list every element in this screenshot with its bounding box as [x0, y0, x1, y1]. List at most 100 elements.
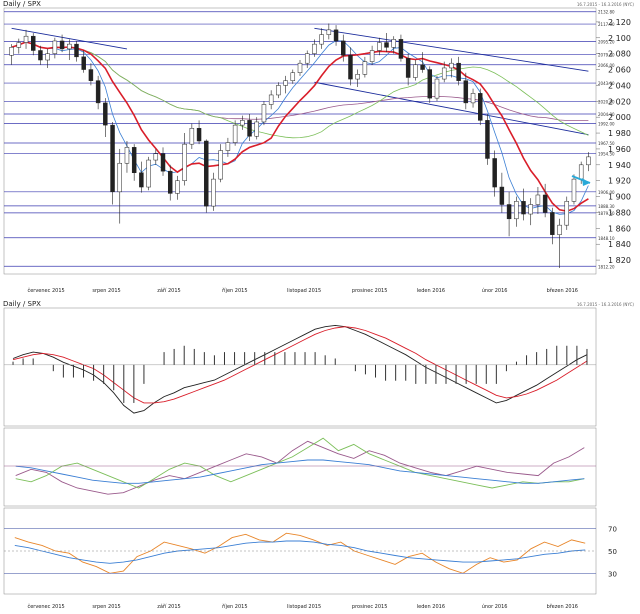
price-level-label: 2132.80: [598, 10, 615, 15]
candle-body: [405, 58, 411, 78]
price-level-label: 1954.50: [598, 151, 615, 156]
y-tick-label: 1 920: [608, 177, 631, 186]
x-axis-month-label: červenec 2015: [27, 287, 64, 294]
candle-body: [550, 212, 555, 235]
price-level-label: 2079.00: [598, 52, 615, 57]
candle-body: [528, 204, 533, 215]
price-level-label: 2043.00: [598, 81, 615, 86]
chart-date-range: 16.7.2015 - 16.3.2016 (NYC): [576, 2, 634, 7]
candle-body: [319, 34, 324, 45]
price-level-label: 2095.20: [598, 40, 615, 45]
candle-body: [427, 69, 433, 99]
candle-body: [449, 62, 454, 69]
candle-body: [240, 120, 245, 126]
y-tick-label: 1 880: [608, 208, 631, 217]
indicator-chart[interactable]: 70 50 30 červenec 2015 srpen 2015 září 2015 ř…: [0, 304, 640, 614]
candle-body: [463, 80, 469, 104]
candle-body: [485, 120, 490, 159]
x-axis-month-label: srpen 2015: [92, 288, 120, 294]
candle-body: [341, 40, 346, 56]
candle-body: [441, 67, 447, 80]
indicator-x-axis-month-label: leden 2016: [417, 604, 445, 610]
y-tick-label: 1 860: [608, 224, 631, 233]
price-level-label: 1879.50: [598, 211, 615, 216]
ma-fast-line: [11, 41, 589, 213]
price-level-label: 2020.00: [598, 99, 615, 104]
price-level-label: 1906.00: [598, 190, 615, 195]
indicator-x-axis-month-label: únor 2016: [482, 603, 508, 610]
candle-body: [557, 224, 562, 235]
candle-body: [470, 93, 476, 104]
candle-body: [117, 162, 122, 193]
candle-body: [23, 35, 29, 43]
trend-line-upper-2: [314, 27, 589, 72]
candle-body: [88, 69, 94, 81]
candle-body: [59, 40, 65, 50]
candle-body: [153, 153, 159, 161]
y-tick-label: 2 000: [608, 113, 631, 122]
indicator-x-axis-month-label: červenec 2015: [27, 603, 64, 610]
indicator-x-axis-month-label: listopad 2015: [287, 604, 321, 610]
candle-body: [542, 194, 548, 213]
candle-body: [420, 64, 425, 70]
candle-body: [232, 124, 238, 143]
candle-body: [304, 53, 310, 64]
y-tick-label: 2 060: [608, 66, 631, 75]
candle-body: [74, 43, 79, 58]
candle-body: [131, 147, 137, 174]
candle-body: [521, 201, 526, 215]
dmi-series-line: [15, 440, 585, 495]
x-axis-month-label: září 2015: [157, 287, 180, 294]
price-level-label: 1848.10: [598, 236, 615, 241]
y-tick-label: 1 900: [608, 193, 631, 202]
indicator-title: Daily / SPX: [3, 300, 41, 308]
indicator-x-axis-month-label: září 2015: [157, 603, 180, 610]
candle-body: [535, 194, 541, 205]
candle-body: [571, 178, 577, 202]
indicator-x-axis-month-label: březen 2016: [547, 603, 578, 610]
candle-body: [384, 42, 389, 48]
y-tick-label: 2 120: [608, 18, 631, 27]
candle-body: [38, 50, 43, 61]
candle-body: [124, 147, 130, 164]
candle-body: [391, 39, 396, 48]
candle-body: [362, 61, 368, 75]
rsi-level-label: 50: [608, 548, 617, 556]
candle-body: [578, 164, 584, 180]
candle-body: [211, 178, 216, 207]
candle-body: [247, 120, 252, 137]
x-axis-month-label: říjen 2015: [222, 287, 247, 294]
candle-body: [413, 64, 418, 78]
macd-panel: [3, 307, 597, 427]
candle-body: [398, 39, 404, 59]
candle-body: [52, 40, 58, 54]
price-level-label: 2117.30: [598, 22, 615, 27]
candle-body: [45, 53, 50, 61]
y-tick-label: 1 820: [608, 256, 631, 265]
dmi-series-line: [15, 437, 585, 489]
x-axis-month-label: únor 2016: [482, 287, 508, 294]
candle-body: [290, 72, 296, 81]
candle-body: [146, 159, 151, 188]
indicator-date-range: 16.7.2015 - 16.3.2016 (NYC): [576, 302, 634, 307]
candle-body: [586, 156, 591, 166]
candle-body: [355, 74, 360, 80]
candle-body: [478, 93, 483, 121]
candle-body: [276, 85, 281, 96]
candle-body: [16, 42, 22, 48]
macd-series-line: [12, 324, 588, 414]
candle-body: [369, 50, 375, 62]
y-tick-label: 1 940: [608, 161, 631, 170]
candle-body: [189, 128, 195, 145]
price-chart[interactable]: 2132.80 2117.30 2095.20 2079.00 2066.00 2043.…: [0, 0, 640, 298]
chart-title: Daily / SPX: [3, 0, 41, 8]
y-tick-label: 1 960: [608, 145, 631, 154]
price-plot-area: [3, 7, 597, 275]
candle-body: [326, 29, 332, 35]
candle-body: [499, 186, 505, 205]
candle-body: [67, 43, 72, 50]
rsi-series-line: [14, 540, 586, 564]
y-tick-label: 2 020: [608, 97, 631, 106]
candle-body: [514, 201, 519, 220]
candle-body: [103, 102, 108, 126]
